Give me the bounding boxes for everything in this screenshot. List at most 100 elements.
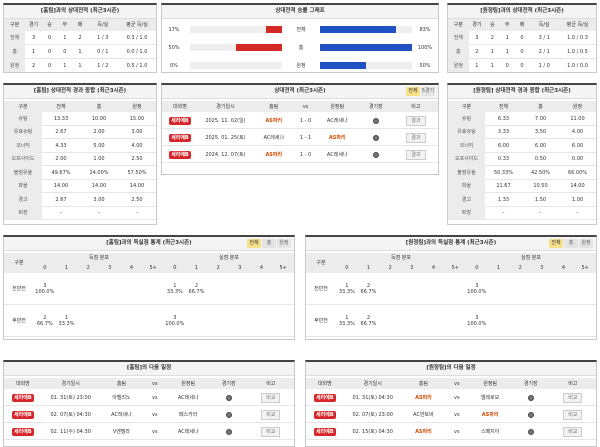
fixture-cell: 비교: [550, 406, 596, 423]
home-text: AC레세나: [263, 134, 285, 141]
column-header: 대회명: [15, 380, 30, 387]
note-text[interactable]: 비교: [563, 426, 583, 437]
column-header: 패: [77, 22, 83, 28]
home-bar-track: [190, 26, 282, 33]
table-cell: 4.33: [55, 142, 67, 149]
fixture-cell: 비교: [550, 423, 596, 440]
home-bar: [266, 26, 282, 33]
home-text: AS파리: [415, 428, 432, 435]
table-cell: 2.50: [131, 156, 143, 163]
home-bar: [236, 44, 282, 51]
fixture-cell: vs: [143, 389, 166, 406]
note-text[interactable]: 비교: [261, 426, 281, 437]
table-cell: 0.5 / 1.0: [126, 63, 148, 69]
fixture-cell: [358, 112, 394, 129]
dist-cell: 3 100.0%: [34, 273, 56, 305]
table-cell: 0: [520, 49, 524, 55]
panel-title: 상대전적 (최근3시즌): [162, 85, 438, 99]
note-text[interactable]: 비교: [261, 409, 281, 420]
tab[interactable]: 전체: [549, 239, 563, 248]
table-row: [306, 273, 596, 305]
fixture-cell: AS파리: [253, 112, 294, 129]
fixture-cell: 비교: [248, 406, 294, 423]
note-text[interactable]: 결과: [406, 132, 426, 143]
table-row: [4, 180, 156, 193]
panel-title: [원정팀]의 다음 일정: [306, 362, 596, 376]
dist-cell: 2 66.7%: [358, 273, 380, 305]
table-cell: 0: [48, 35, 52, 41]
away-bar-track: [320, 62, 412, 69]
column-header: 경기장: [368, 103, 383, 110]
table-cell: 57.50%: [127, 169, 147, 176]
table-cell: 10.50: [533, 183, 548, 190]
dist-count: 1: [173, 283, 177, 289]
away-text: AC레세나: [177, 428, 199, 435]
fixture-cell: AC만토바: [402, 406, 446, 423]
bucket-header: 3: [108, 265, 112, 271]
table-row: [4, 273, 294, 305]
note-text[interactable]: 비교: [261, 392, 281, 403]
fixture-cell: AS파리: [468, 406, 512, 423]
table-row: [448, 166, 596, 180]
panel: 상대전적 승률 그래프 17% 전체 83% 50% 홈 100% 0% 원정 50%: [161, 3, 439, 73]
fixture-cell: 02. 15(토) 04:30: [344, 423, 402, 440]
note-text[interactable]: 비교: [563, 409, 583, 420]
tab[interactable]: 전체: [406, 87, 420, 96]
fixture-cell: [512, 389, 550, 406]
table-row: [4, 423, 294, 440]
tab[interactable]: 원정: [277, 239, 291, 248]
tab[interactable]: 홈: [262, 239, 276, 248]
dist-count: 3: [475, 315, 479, 321]
vs-text: vs: [151, 428, 158, 435]
column-header: 홈: [538, 103, 543, 110]
table-cell: 2.00: [55, 156, 67, 163]
stadium-icon: [372, 117, 379, 124]
dist-pct: 33.3%: [58, 321, 75, 327]
dist-pct: 66.7%: [188, 289, 205, 295]
tab[interactable]: 홈: [564, 239, 578, 248]
fixture-cell: 세리에B: [306, 389, 344, 406]
dist-pct: 100.0%: [35, 289, 55, 295]
note-text[interactable]: 결과: [406, 149, 426, 160]
tab[interactable]: 전체: [247, 239, 261, 248]
date-text: 02. 07(토) 23:00: [352, 411, 393, 418]
league-text: 세리에B: [314, 427, 336, 436]
fixture-cell: AS파리: [402, 423, 446, 440]
panel: [홈팀]과의 상대전적 (최근3시즌) 구분 경기 승 무 패 득/실 평균 득/실 전체 3 0 1…: [3, 3, 157, 73]
table-cell: 1.00: [571, 196, 584, 203]
table-cell: 0.3 / 1.0: [126, 35, 148, 41]
table-cell: 49.67%: [51, 169, 71, 176]
home-text: V엔텔라: [112, 428, 131, 435]
header-row: [4, 378, 294, 389]
away-pct: 50%: [419, 62, 431, 69]
fixture-cell: [512, 406, 550, 423]
league-text: 세리에B: [314, 410, 336, 419]
table-cell: 2: [490, 35, 494, 41]
fixture-cell: vs: [445, 423, 468, 440]
bucket-header: 0: [173, 265, 177, 271]
bucket-header: 2: [388, 265, 392, 271]
fixture-cell: [358, 146, 394, 163]
home-text: 아벨리노: [112, 394, 131, 401]
column-header: 득점 분포: [89, 255, 109, 261]
league-text: 세리에B: [314, 393, 336, 402]
league-text: 세리에B: [169, 150, 191, 159]
header-row: [448, 19, 596, 31]
date-text: 2024. 12. 07(토): [205, 151, 246, 158]
tab[interactable]: 원정: [579, 239, 593, 248]
bucket-header: 5+: [581, 265, 589, 271]
fixture-cell: [210, 389, 248, 406]
column-header: 실점 분포: [219, 255, 239, 261]
column-header: 원정: [132, 103, 142, 110]
table-cell: 퇴장: [448, 206, 485, 220]
fixture-cell: 2025. 11. 02(일): [198, 112, 253, 129]
table-cell: 0: [48, 49, 52, 55]
league-text: 세리에B: [169, 133, 191, 142]
note-text[interactable]: 결과: [406, 115, 426, 126]
panel-title: [홈팀]과의 득실점 통계 (최근3시즌): [4, 237, 294, 251]
note-text[interactable]: 비교: [563, 392, 583, 403]
table-row: [448, 112, 596, 126]
table-cell: 원정: [4, 59, 26, 72]
tab[interactable]: 5경기: [421, 87, 435, 96]
panel-title: [원정팀]과의 득실점 통계 (최근3시즌): [306, 237, 596, 251]
